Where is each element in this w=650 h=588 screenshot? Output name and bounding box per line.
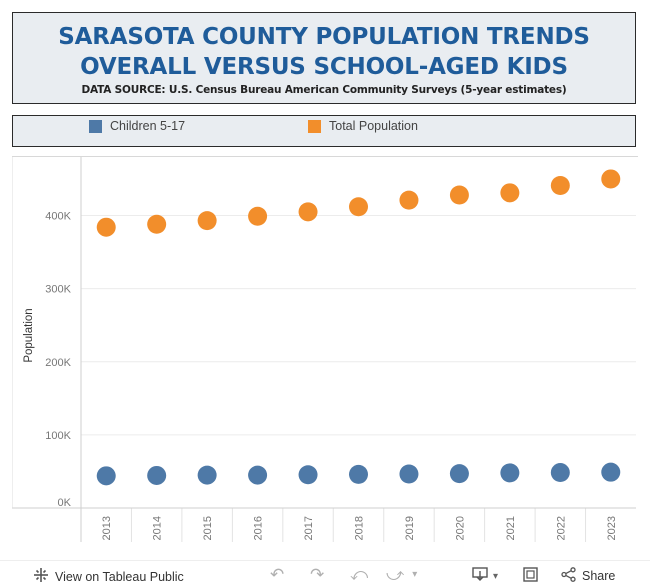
point-children xyxy=(197,465,217,485)
redo-icon: ↷ xyxy=(310,565,325,584)
point-children xyxy=(96,466,116,486)
undo-button[interactable]: ↶ xyxy=(270,565,285,584)
download-button[interactable]: ▾ xyxy=(472,567,498,585)
point-total xyxy=(248,206,268,226)
legend-item-children[interactable]: Children 5-17 xyxy=(89,119,185,133)
title-panel: SARASOTA COUNTY POPULATION TRENDS OVERAL… xyxy=(12,12,636,104)
point-children xyxy=(399,464,419,484)
point-children xyxy=(550,463,570,483)
axes: 0K 100K 200K 300K 400K Population 2013 2014 2015… xyxy=(11,157,636,542)
point-children xyxy=(147,465,167,485)
scatter-chart: 0K 100K 200K 300K 400K Population 2013 2014 2015… xyxy=(11,157,636,542)
download-icon xyxy=(472,567,488,585)
chart-title-line-2: OVERALL VERSUS SCHOOL-AGED KIDS xyxy=(80,54,568,80)
x-tick-label: 2019 xyxy=(404,516,416,540)
legend-label-total: Total Population xyxy=(329,119,418,133)
y-tick-label: 300K xyxy=(45,284,71,296)
share-label: Share xyxy=(582,569,616,583)
x-tick-label: 2021 xyxy=(505,516,517,540)
point-children xyxy=(449,464,469,484)
forward-icon: ⤻ xyxy=(386,565,405,584)
data-points xyxy=(96,169,621,486)
x-tick-label: 2020 xyxy=(454,516,466,540)
view-on-tableau-link[interactable]: View on Tableau Public xyxy=(33,567,184,586)
point-total xyxy=(601,169,621,189)
chevron-down-icon: ▾ xyxy=(412,569,418,580)
point-children xyxy=(248,465,268,485)
point-children xyxy=(298,465,318,485)
chart-area: 0K 100K 200K 300K 400K Population 2013 2014 2015… xyxy=(11,156,638,542)
tableau-logo-icon xyxy=(33,567,49,586)
chart-title-line-1: SARASOTA COUNTY POPULATION TRENDS xyxy=(58,24,590,50)
chevron-down-icon: ▾ xyxy=(493,570,499,582)
point-children xyxy=(349,464,368,484)
fullscreen-button[interactable] xyxy=(523,567,538,585)
point-total xyxy=(550,176,570,196)
point-total xyxy=(147,214,167,234)
legend-panel: Children 5-17 Total Population xyxy=(12,115,636,147)
x-tick-label: 2014 xyxy=(152,516,164,540)
share-button[interactable]: Share xyxy=(561,567,615,585)
x-tick-label: 2017 xyxy=(303,516,315,540)
point-children xyxy=(500,463,520,483)
gridlines xyxy=(81,215,636,542)
point-total xyxy=(399,190,419,210)
legend-item-total[interactable]: Total Population xyxy=(308,119,418,133)
point-total xyxy=(298,202,318,222)
x-tick-label: 2018 xyxy=(354,516,366,540)
view-on-tableau-label: View on Tableau Public xyxy=(55,569,184,584)
redo-button[interactable]: ↷ xyxy=(310,565,325,584)
point-total xyxy=(349,197,368,217)
y-tick-label: 0K xyxy=(58,497,72,509)
x-tick-label: 2015 xyxy=(202,516,214,540)
revert-button[interactable]: ⤺ xyxy=(350,565,369,584)
point-total xyxy=(96,217,116,237)
x-tick-label: 2022 xyxy=(555,516,567,540)
data-source-note: DATA SOURCE: U.S. Census Bureau American… xyxy=(81,84,567,96)
point-total xyxy=(197,211,217,231)
tableau-toolbar: View on Tableau Public ↶ ↷ ⤺ ⤻ ▾ ▾ xyxy=(0,560,650,588)
y-axis-title: Population xyxy=(23,308,35,362)
forward-button[interactable]: ⤻ ▾ xyxy=(386,565,418,584)
legend-swatch-total xyxy=(308,119,321,133)
point-total xyxy=(449,185,469,205)
legend-swatch-children xyxy=(89,119,102,133)
legend-label-children: Children 5-17 xyxy=(110,119,186,133)
y-tick-label: 100K xyxy=(45,430,71,442)
y-tick-label: 400K xyxy=(45,211,71,223)
point-total xyxy=(500,183,520,203)
x-tick-label: 2013 xyxy=(101,516,113,540)
fullscreen-icon xyxy=(523,567,538,585)
x-tick-label: 2023 xyxy=(606,516,618,540)
share-icon xyxy=(561,567,576,585)
point-children xyxy=(601,462,621,482)
undo-icon: ↶ xyxy=(270,565,285,584)
revert-icon: ⤺ xyxy=(350,565,369,584)
x-tick-label: 2016 xyxy=(253,516,265,540)
y-tick-label: 200K xyxy=(45,357,71,369)
